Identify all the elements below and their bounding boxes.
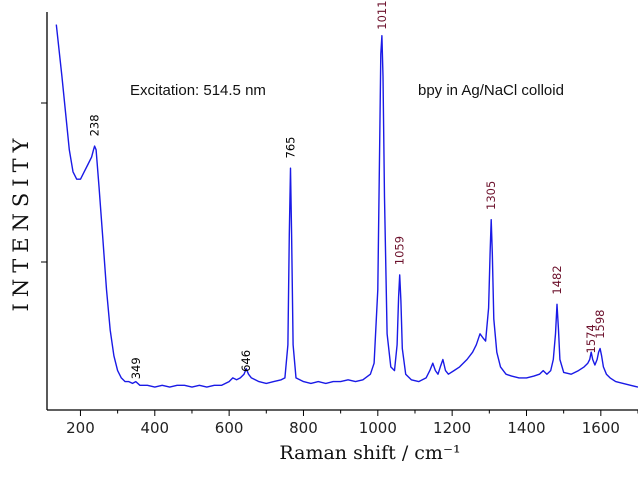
x-axis-label: Raman shift / cm⁻¹ bbox=[279, 442, 460, 464]
axes bbox=[46, 12, 638, 411]
x-tick-label: 800 bbox=[289, 419, 318, 437]
y-axis-label: INTENSITY bbox=[9, 133, 33, 312]
peak-label: 1482 bbox=[550, 265, 564, 294]
peak-label: 1059 bbox=[393, 236, 407, 265]
excitation-annotation: Excitation: 514.5 nm bbox=[130, 82, 266, 99]
x-tick-label: 1000 bbox=[359, 419, 397, 437]
x-tick-label: 400 bbox=[140, 419, 169, 437]
peak-label: 1598 bbox=[593, 310, 607, 339]
x-ticks: 200 400 600 800 1000 1200 1400 1600 bbox=[66, 410, 638, 437]
spectrum-line bbox=[55, 24, 638, 388]
y-ticks bbox=[41, 102, 47, 263]
x-tick-label: 1600 bbox=[582, 419, 620, 437]
x-tick-label: 1200 bbox=[433, 419, 471, 437]
x-tick-label: 1400 bbox=[507, 419, 545, 437]
x-tick-label: 600 bbox=[215, 419, 244, 437]
peak-label: 238 bbox=[88, 114, 102, 136]
peak-label: 1574 bbox=[584, 324, 598, 353]
peak-label: 1011 bbox=[375, 0, 389, 29]
peak-label: 1305 bbox=[484, 181, 498, 210]
sample-annotation: bpy in Ag/NaCl colloid bbox=[418, 82, 564, 99]
peak-label: 349 bbox=[129, 357, 143, 379]
peak-label: 646 bbox=[239, 350, 253, 372]
peak-label: 765 bbox=[284, 137, 298, 159]
x-tick-label: 200 bbox=[66, 419, 95, 437]
